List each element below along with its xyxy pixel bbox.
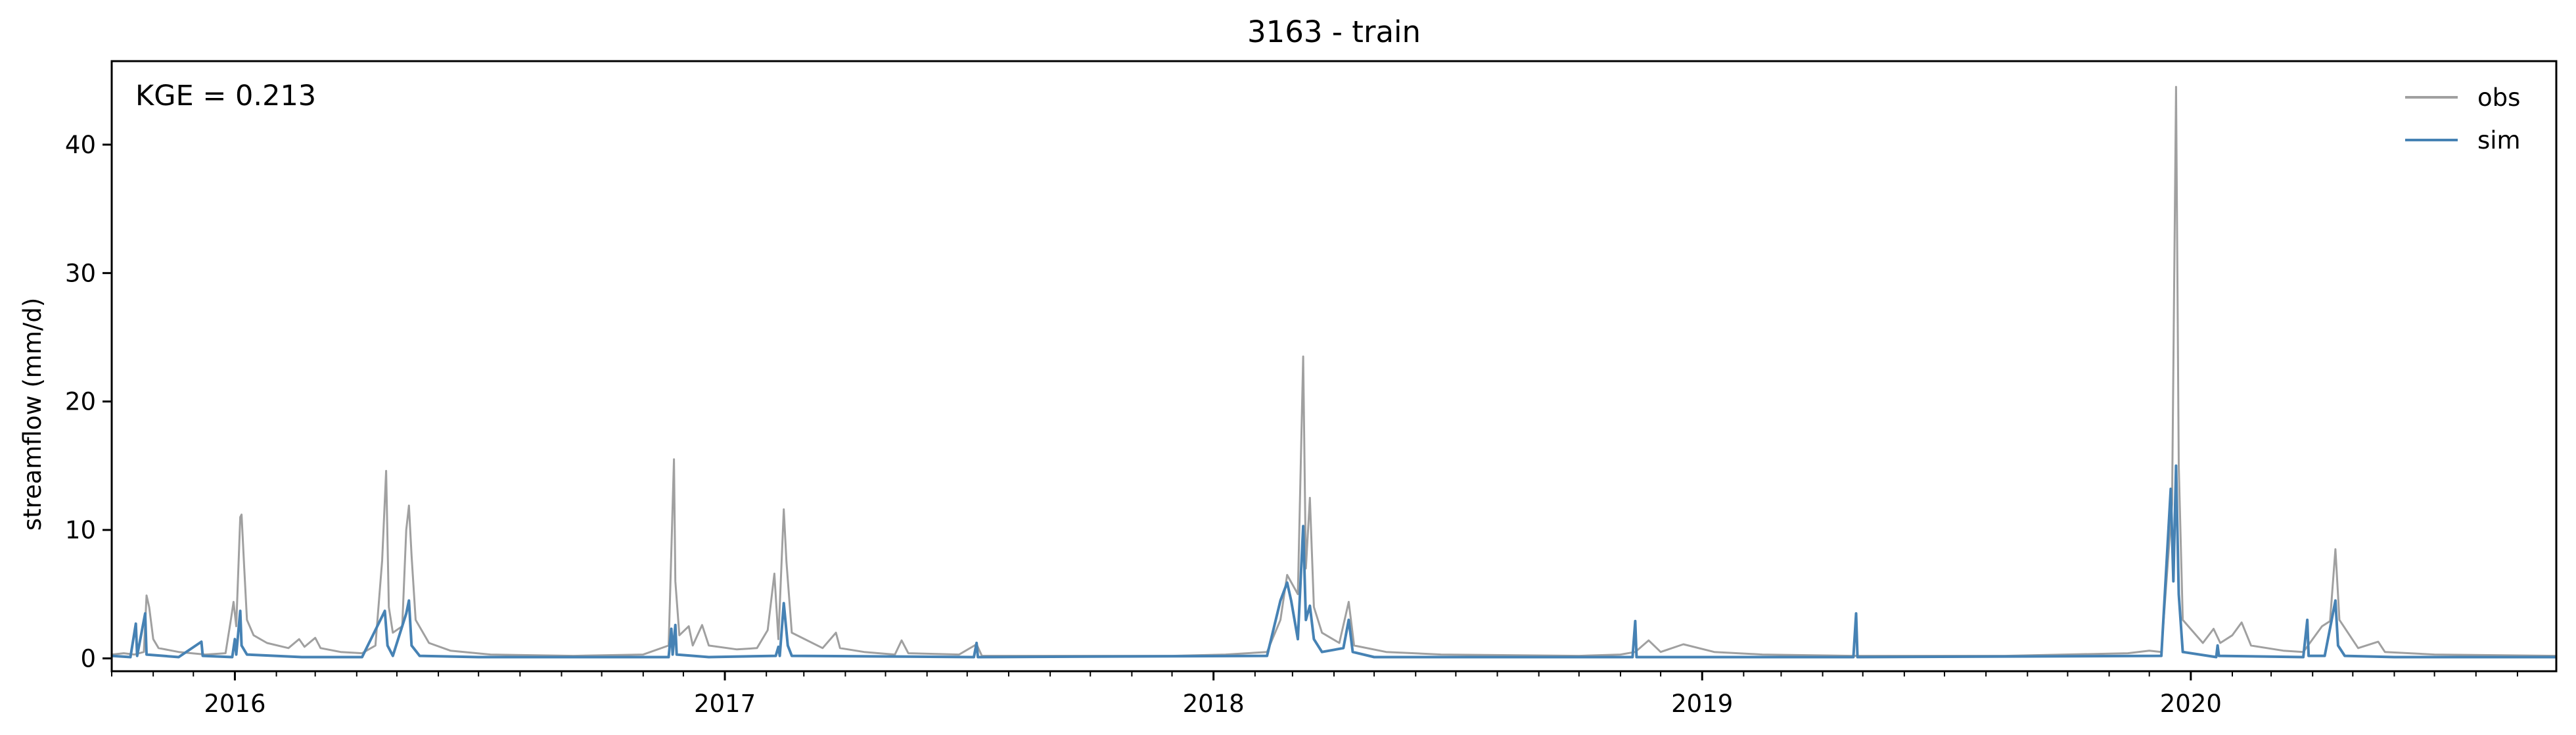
plot-frame [110,60,2558,673]
y-tick-label: 0 [80,644,96,673]
legend: obs sim [2405,83,2521,154]
x-tick-label: 2019 [1671,690,1733,718]
x-tick-label: 2017 [694,690,756,718]
x-tick-label: 2020 [2160,690,2222,718]
y-axis: 0 10 20 30 40 [65,131,112,673]
plot-area [111,85,2557,659]
chart-title: 3163 - train [1247,14,1421,49]
series-line-sim [111,464,2556,659]
legend-label-obs: obs [2477,83,2520,112]
legend-label-sim: sim [2477,126,2521,154]
y-tick-label: 20 [65,388,96,416]
y-axis-label: streamflow (mm/d) [18,298,47,531]
kge-annotation: KGE = 0.213 [135,80,316,112]
x-tick-label: 2016 [204,690,265,718]
y-tick-label: 40 [65,131,96,159]
y-tick-label: 10 [65,516,96,544]
y-tick-label: 30 [65,259,96,287]
x-axis: 2016 2017 2018 2019 2020 [111,671,2518,718]
series-line-obs [111,85,2557,657]
x-tick-label: 2018 [1183,690,1245,718]
